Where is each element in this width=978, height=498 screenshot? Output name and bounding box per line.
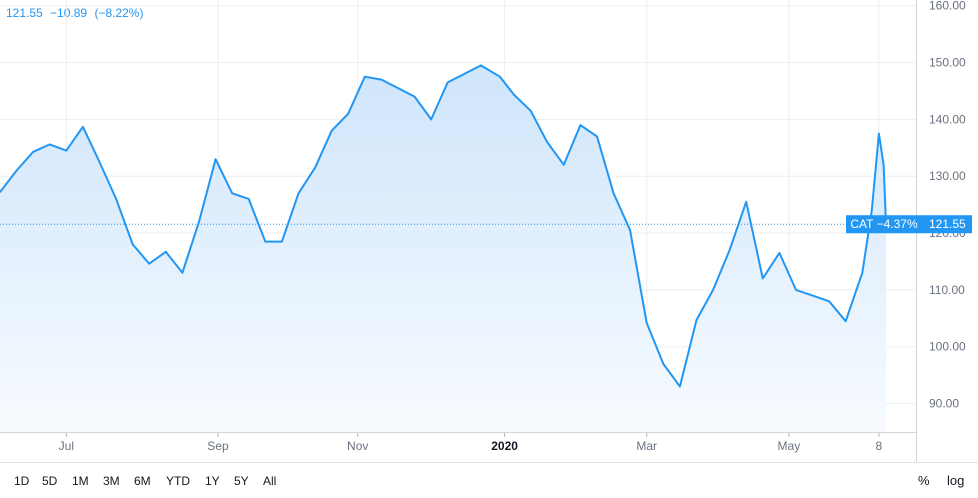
chart-labels: 160.00150.00140.00130.00120.00110.00100.… (59, 0, 972, 453)
price-point (596, 135, 598, 137)
x-tick-label: Nov (347, 439, 368, 453)
range-all[interactable]: All (263, 474, 277, 488)
price-point (646, 322, 648, 324)
price-line-layer (0, 64, 887, 388)
price-point (878, 133, 880, 135)
price-point (795, 289, 797, 291)
price-point (16, 169, 18, 172)
y-tick-label: 110.00 (929, 283, 965, 297)
price-point (215, 158, 217, 160)
y-tick-label: 130.00 (929, 169, 966, 183)
price-point (629, 229, 631, 231)
y-tick-label: 90.00 (929, 397, 959, 411)
price-point (447, 81, 449, 83)
price-point (231, 192, 233, 194)
x-tick-label: 8 (876, 439, 883, 453)
symbol-change-label: CAT −4.37% (850, 217, 918, 231)
price-point (745, 201, 747, 203)
percent-toggle[interactable]: % (918, 473, 930, 488)
x-tick-label: Mar (636, 439, 657, 453)
current-price-label: 121.55 (929, 217, 966, 231)
price-header: 121.55 −10.89 (−8.22%) (6, 6, 147, 20)
price-point (513, 94, 515, 96)
price-point (579, 124, 582, 126)
price-point (32, 151, 34, 153)
y-tick-label: 150.00 (929, 56, 966, 70)
price-point (132, 243, 134, 245)
price-point (82, 126, 84, 128)
range-6m[interactable]: 6M (134, 474, 151, 488)
price-point (845, 320, 847, 322)
price-point (563, 164, 565, 166)
range-1y[interactable]: 1Y (205, 474, 220, 488)
y-tick-label: 160.00 (929, 0, 966, 13)
price-point (613, 192, 615, 194)
symbol-change-badge (846, 215, 922, 234)
current-price-badge (922, 215, 972, 234)
x-tick-label: 2020 (491, 439, 518, 453)
price-point (662, 363, 664, 365)
price-point (364, 76, 366, 78)
price-point (546, 141, 548, 143)
last-price: 121.55 (6, 6, 43, 20)
price-point (414, 96, 416, 98)
price-point (65, 150, 67, 152)
price-point (762, 277, 764, 280)
price-point (883, 164, 885, 166)
price-point (871, 209, 873, 211)
price-point (480, 64, 482, 66)
price-point (281, 241, 283, 243)
price-point (181, 272, 183, 274)
price-point (530, 110, 532, 112)
price-point (861, 272, 863, 274)
range-5y[interactable]: 5Y (234, 474, 249, 488)
x-tick-label: May (778, 439, 801, 453)
price-point (0, 191, 1, 193)
price-point (115, 198, 117, 200)
price-point (729, 249, 731, 251)
price-point (679, 385, 681, 388)
price-change-pct: (−8.22%) (94, 6, 144, 20)
x-tick-label: Sep (207, 439, 229, 453)
price-point (828, 300, 830, 302)
range-1d[interactable]: 1D (14, 474, 30, 488)
price-point (812, 295, 814, 297)
x-tick-label: Jul (59, 439, 74, 453)
price-change: −10.89 (50, 6, 88, 20)
price-point (297, 192, 300, 194)
price-point (165, 251, 167, 253)
price-point (264, 241, 266, 243)
range-1m[interactable]: 1M (72, 474, 89, 488)
price-point (248, 198, 250, 200)
y-tick-label: 140.00 (929, 112, 966, 126)
y-tick-label: 100.00 (929, 340, 966, 354)
price-point (148, 263, 150, 265)
price-point (49, 143, 51, 145)
price-area (0, 65, 886, 433)
price-point (695, 319, 698, 321)
price-point (463, 73, 465, 75)
price-point (98, 161, 101, 163)
price-point (331, 130, 333, 132)
bottom-toolbar: 1D 5D 1M 3M 6M YTD 1Y 5Y All % log (0, 462, 978, 498)
price-point (778, 252, 781, 254)
range-5d[interactable]: 5D (42, 474, 58, 488)
price-point (397, 87, 399, 89)
price-chart[interactable]: 160.00150.00140.00130.00120.00110.00100.… (0, 0, 978, 462)
price-point (499, 76, 501, 78)
price-point (712, 289, 714, 291)
price-point (430, 118, 432, 120)
price-point (347, 113, 349, 115)
price-point (198, 221, 200, 223)
price-area-fill (0, 65, 886, 433)
price-point (380, 79, 382, 81)
price-point (314, 167, 316, 169)
range-3m[interactable]: 3M (103, 474, 120, 488)
log-toggle[interactable]: log (947, 473, 965, 488)
range-ytd[interactable]: YTD (166, 474, 190, 488)
